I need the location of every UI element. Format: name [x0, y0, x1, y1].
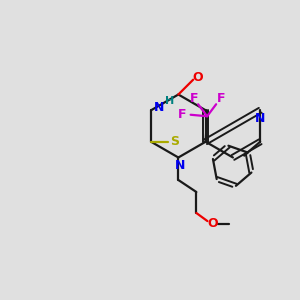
Text: N: N	[175, 159, 185, 172]
Text: N: N	[154, 101, 165, 114]
Text: F: F	[189, 92, 198, 105]
Text: O: O	[192, 71, 203, 84]
Text: F: F	[216, 92, 225, 105]
Text: N: N	[254, 112, 265, 125]
Text: O: O	[208, 217, 218, 230]
Text: H: H	[165, 96, 174, 106]
Text: S: S	[171, 135, 180, 148]
Text: F: F	[178, 108, 187, 121]
